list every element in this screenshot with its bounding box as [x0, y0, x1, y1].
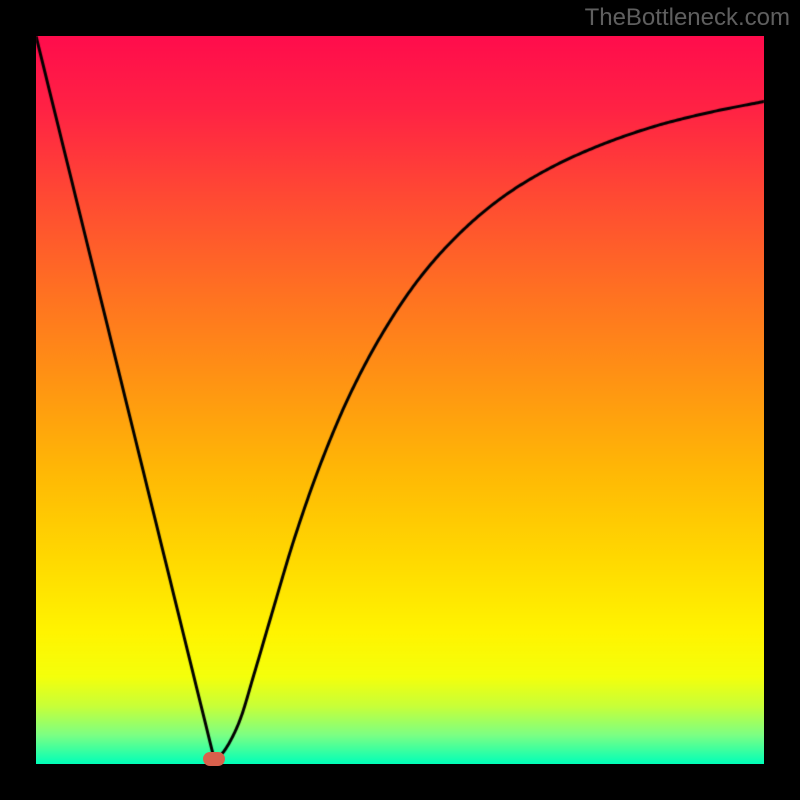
- chart-container: { "canvas": { "width": 800, "height": 80…: [0, 0, 800, 800]
- watermark-text: TheBottleneck.com: [585, 4, 790, 32]
- curve-plot: [0, 0, 800, 800]
- minimum-marker: [203, 752, 225, 766]
